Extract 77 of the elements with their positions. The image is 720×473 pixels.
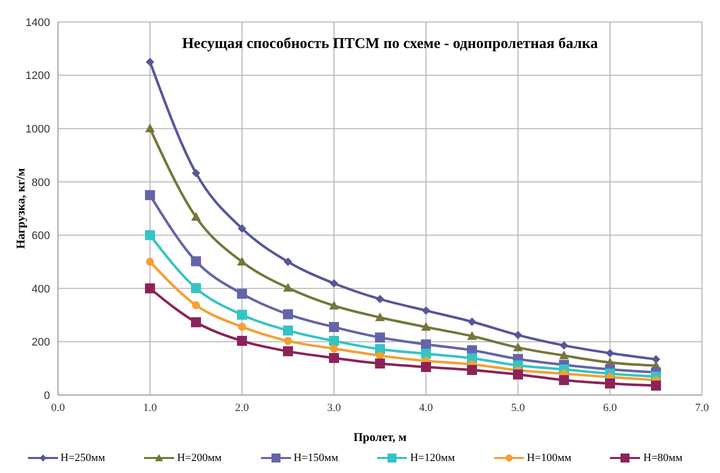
point — [422, 322, 430, 331]
point — [652, 355, 660, 364]
point — [559, 375, 569, 386]
point — [606, 349, 614, 358]
point — [192, 169, 200, 178]
point — [467, 364, 477, 375]
point — [330, 279, 338, 288]
point — [145, 190, 155, 200]
legend-label: H=120мм — [410, 452, 455, 464]
point — [145, 230, 155, 240]
point — [238, 322, 246, 331]
y-tick-label: 800 — [32, 176, 50, 189]
x-tick-label: 2.0 — [235, 402, 250, 414]
point — [283, 346, 293, 356]
point — [146, 58, 154, 66]
x-tick-label: 0.0 — [51, 402, 66, 414]
point — [651, 380, 661, 391]
legend-label: H=100мм — [526, 452, 572, 464]
point — [191, 317, 201, 328]
point — [146, 124, 154, 132]
point — [468, 318, 476, 326]
point — [560, 351, 568, 360]
y-tick-label: 200 — [32, 336, 50, 349]
point — [605, 378, 615, 389]
point — [330, 301, 338, 310]
point — [284, 283, 292, 292]
x-tick-label: 7.0 — [695, 402, 710, 414]
y-tick-label: 1400 — [26, 16, 50, 29]
point — [192, 212, 200, 221]
point — [191, 283, 201, 294]
y-tick-label: 1000 — [26, 123, 50, 136]
point — [192, 301, 200, 310]
point — [468, 332, 476, 340]
point — [284, 336, 292, 345]
x-tick-label: 1.0 — [143, 402, 158, 414]
point — [237, 288, 247, 299]
point — [237, 310, 247, 320]
legend-label: H=250мм — [60, 452, 106, 464]
point — [376, 295, 384, 304]
point — [375, 358, 385, 369]
point — [238, 257, 246, 266]
x-tick-label: 6.0 — [603, 402, 618, 414]
y-tick-label: 600 — [32, 230, 50, 242]
x-tick-label: 4.0 — [419, 402, 434, 414]
point — [422, 306, 430, 315]
point — [284, 258, 292, 266]
point — [376, 312, 384, 322]
point — [329, 322, 339, 332]
point — [375, 332, 385, 342]
legend-label: H=150мм — [294, 452, 338, 464]
point — [145, 283, 155, 294]
point — [330, 344, 338, 353]
point — [283, 326, 293, 336]
point — [191, 256, 201, 266]
text: Несущая способность ПТСМ по схеме - однопролетная балка — [182, 36, 598, 52]
point — [237, 336, 247, 346]
point — [283, 309, 293, 320]
y-tick-label: 1200 — [26, 70, 50, 82]
point — [238, 224, 246, 232]
point — [421, 348, 431, 359]
point — [421, 339, 431, 350]
legend-label: H=80мм — [643, 452, 682, 464]
point — [513, 369, 523, 380]
point — [329, 336, 339, 346]
legend-label: H=200мм — [177, 452, 222, 464]
y-tick-label: 400 — [32, 283, 50, 296]
point — [514, 331, 522, 340]
x-axis-title: Пролет, м — [353, 430, 407, 444]
point — [421, 362, 431, 372]
y-axis-title: Нагрузка, кг/м — [13, 168, 28, 249]
x-tick-label: 5.0 — [511, 402, 526, 414]
y-tick-label: 0 — [44, 390, 50, 402]
point — [514, 343, 522, 352]
x-tick-label: 3.0 — [327, 402, 342, 414]
point — [329, 352, 339, 363]
point — [560, 341, 568, 350]
point — [146, 258, 154, 266]
